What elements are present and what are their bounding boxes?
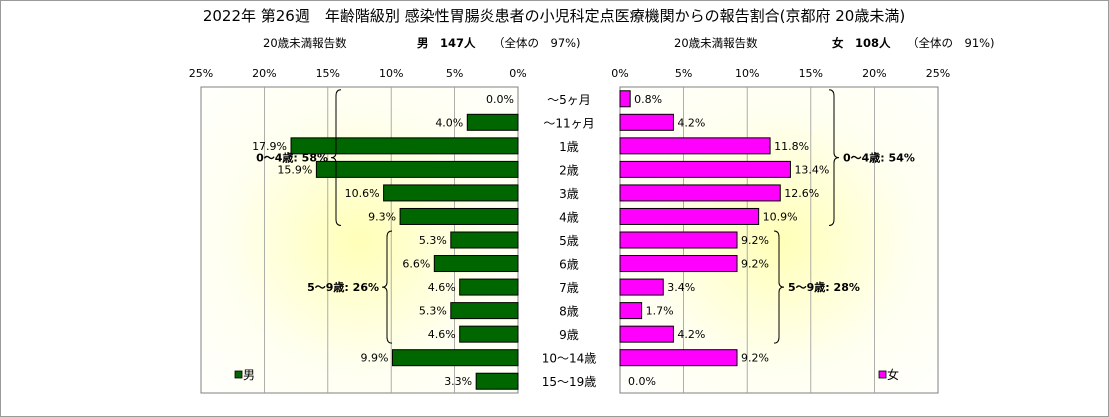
female-bar	[619, 255, 738, 273]
male-value-label: 4.6%	[428, 281, 456, 294]
male-bar	[450, 231, 519, 249]
female-age-group-bracket	[773, 230, 785, 344]
female-value-label: 13.4%	[794, 163, 829, 176]
male-value-label: 3.3%	[444, 375, 472, 388]
age-category-label: 9歳	[559, 328, 579, 342]
female-x-tick-label: 10%	[735, 67, 759, 80]
female-age-group-bracket	[828, 89, 840, 226]
male-value-label: 6.6%	[402, 258, 430, 271]
female-value-label: 12.6%	[784, 187, 819, 200]
male-bar	[383, 184, 519, 202]
age-category-label: 3歳	[559, 187, 579, 201]
male-x-tick-label: 10%	[379, 67, 403, 80]
female-value-label: 1.7%	[646, 305, 674, 318]
male-bar	[450, 302, 519, 320]
male-value-label: 0.0%	[486, 93, 514, 106]
male-subtitle-share: （全体の 97%)	[493, 36, 581, 50]
male-bar	[433, 255, 519, 273]
male-bar	[315, 160, 519, 178]
female-value-label: 9.2%	[741, 352, 769, 365]
female-bar	[619, 349, 738, 367]
chart-title: 2022年 第26週 年齢階級別 感染性胃腸炎患者の小児科定点医療機関からの報告…	[203, 7, 905, 25]
female-bar	[619, 325, 674, 343]
age-category-label: 15～19歳	[542, 375, 597, 389]
female-value-label: 9.2%	[741, 258, 769, 271]
male-bar	[475, 372, 519, 390]
female-x-tick-label: 15%	[799, 67, 823, 80]
female-value-label: 3.4%	[667, 281, 695, 294]
female-x-tick-label: 25%	[926, 67, 950, 80]
female-subtitle-total: 女 108人	[832, 36, 891, 50]
female-value-label: 11.8%	[774, 140, 809, 153]
age-category-label: 10～14歳	[542, 352, 597, 366]
female-x-tick-label: 5%	[675, 67, 692, 80]
female-legend-label: 女	[887, 367, 899, 382]
age-category-label: 2歳	[559, 163, 579, 177]
female-bar	[619, 90, 631, 108]
male-x-tick-label: 20%	[252, 67, 276, 80]
female-age-group-label: 0～4歳: 54%	[843, 151, 915, 165]
age-category-label: ～5ヶ月	[547, 93, 591, 107]
female-bar	[619, 231, 738, 249]
male-age-group-bracket	[330, 89, 342, 226]
male-bar	[459, 278, 519, 296]
male-value-label: 5.3%	[419, 305, 447, 318]
female-legend-swatch	[878, 370, 887, 379]
male-value-label: 4.0%	[435, 116, 463, 129]
male-subtitle-total: 男 147人	[417, 36, 476, 50]
male-subtitle-label: 20歳未満報告数	[263, 36, 347, 50]
age-category-label: 7歳	[559, 281, 579, 295]
age-category-label: 4歳	[559, 210, 579, 224]
female-bar	[619, 160, 791, 178]
male-age-group-label: 0～4歳: 58%	[256, 151, 328, 165]
male-bar	[290, 137, 519, 155]
male-x-tick-label: 5%	[446, 67, 463, 80]
age-category-label: 5歳	[559, 234, 579, 248]
male-value-label: 10.6%	[345, 187, 380, 200]
female-value-label: 4.2%	[677, 116, 705, 129]
male-age-group-label: 5～9歳: 26%	[307, 280, 379, 294]
male-legend-swatch	[234, 370, 243, 379]
female-bar	[619, 207, 760, 225]
male-age-group-bracket	[381, 230, 393, 344]
age-category-label: ～11ヶ月	[543, 116, 594, 130]
female-subtitle-label: 20歳未満報告数	[674, 36, 758, 50]
male-bar	[459, 325, 519, 343]
female-value-label: 10.9%	[763, 210, 798, 223]
male-x-tick-label: 25%	[189, 67, 213, 80]
female-bar	[619, 113, 674, 131]
male-value-label: 5.3%	[419, 234, 447, 247]
male-value-label: 15.9%	[277, 163, 312, 176]
age-category-label: 6歳	[559, 258, 579, 272]
male-x-tick-label: 15%	[316, 67, 340, 80]
male-x-tick-label: 0%	[509, 67, 526, 80]
male-value-label: 9.9%	[361, 352, 389, 365]
male-value-label: 17.9%	[252, 140, 287, 153]
female-x-tick-label: 0%	[611, 67, 628, 80]
female-value-label: 4.2%	[677, 328, 705, 341]
male-value-label: 4.6%	[428, 328, 456, 341]
female-bar	[619, 137, 771, 155]
male-bar	[466, 113, 519, 131]
female-bar	[619, 278, 664, 296]
male-bar	[399, 207, 519, 225]
age-category-label: 1歳	[559, 140, 579, 154]
male-legend-label: 男	[243, 368, 255, 382]
female-value-label: 9.2%	[741, 234, 769, 247]
female-value-label: 0.0%	[628, 375, 656, 388]
female-bar	[619, 184, 781, 202]
male-value-label: 9.3%	[368, 210, 396, 223]
female-value-label: 0.8%	[634, 93, 662, 106]
female-x-tick-label: 20%	[862, 67, 886, 80]
female-subtitle-share: （全体の 91%)	[907, 36, 995, 50]
age-category-label: 8歳	[559, 305, 579, 319]
female-bar	[619, 302, 643, 320]
male-bar	[391, 349, 519, 367]
female-age-group-label: 5～9歳: 28%	[788, 280, 860, 294]
